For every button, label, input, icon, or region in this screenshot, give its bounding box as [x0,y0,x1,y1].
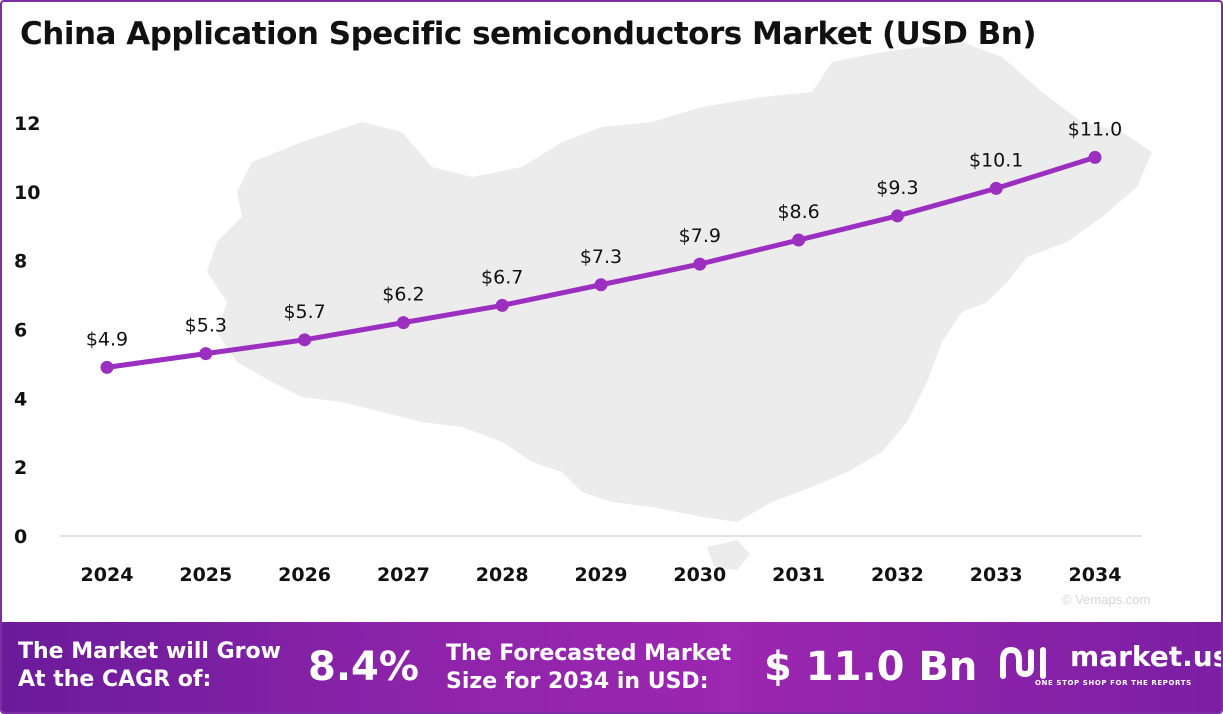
data-label: $11.0 [1068,118,1122,140]
forecast-label-line1: The Forecasted Market [446,641,732,666]
x-tick-label: 2028 [476,564,529,586]
y-tick-label: 8 [14,251,27,273]
data-label: $5.7 [283,301,325,323]
market-us-logo-icon [1000,646,1046,679]
data-point [199,347,213,361]
forecast-value: $ 11.0 Bn [764,644,978,690]
data-point [693,257,707,271]
x-tick-label: 2024 [81,564,134,586]
y-tick-label: 4 [14,388,27,410]
cagr-value: 8.4% [308,644,419,690]
data-labels: $4.9 $5.3 $5.7 $6.2 $6.7 $7.3 $7.9 $8.6 $9.3 $10.… [86,118,1122,350]
chart-title: China Application Specific semiconductor… [20,16,1037,52]
footer-banner: The Market will Grow At the CAGR of: 8.4… [2,622,1221,712]
data-label: $5.3 [185,315,227,337]
data-label: $8.6 [777,201,819,223]
data-label: $10.1 [969,149,1023,171]
brand-tagline: ONE STOP SHOP FOR THE REPORTS [1035,679,1192,687]
y-tick-label: 6 [14,320,27,342]
data-label: $7.3 [580,246,622,268]
x-tick-label: 2027 [377,564,430,586]
y-tick-label: 12 [14,113,40,135]
data-label: $9.3 [876,177,918,199]
data-label: $6.2 [382,284,424,306]
x-tick-label: 2030 [673,564,726,586]
x-tick-label: 2032 [871,564,924,586]
data-point [396,316,410,330]
data-point [495,298,509,312]
y-tick-label: 0 [14,526,27,548]
x-tick-labels: 2024 2025 2026 2027 2028 2029 2030 2031 2032 2033… [81,564,1122,586]
y-tick-label: 10 [14,182,40,204]
data-points [100,150,1102,374]
hainan-island-silhouette [707,540,750,570]
y-tick-labels: 0 2 4 6 8 10 12 [14,113,40,548]
china-map-silhouette [207,42,1152,522]
x-tick-label: 2025 [179,564,232,586]
data-point [989,181,1003,195]
data-point [298,333,312,347]
data-point [594,278,608,292]
data-point [792,233,806,247]
data-label: $6.7 [481,266,523,288]
cagr-label-line2: At the CAGR of: [18,667,212,692]
data-point [1088,150,1102,164]
data-point [100,360,114,374]
y-tick-label: 2 [14,457,27,479]
brand-name: market.us [1070,640,1223,673]
forecast-label-line2: Size for 2034 in USD: [446,669,709,694]
data-label: $7.9 [679,225,721,247]
x-tick-label: 2026 [278,564,331,586]
x-tick-label: 2029 [575,564,628,586]
x-tick-label: 2031 [772,564,825,586]
cagr-label-line1: The Market will Grow [18,639,281,664]
watermark-text: © Vemaps.com [1062,592,1151,607]
data-label: $4.9 [86,328,128,350]
data-point [890,209,904,223]
x-tick-label: 2034 [1069,564,1122,586]
x-tick-label: 2033 [970,564,1023,586]
